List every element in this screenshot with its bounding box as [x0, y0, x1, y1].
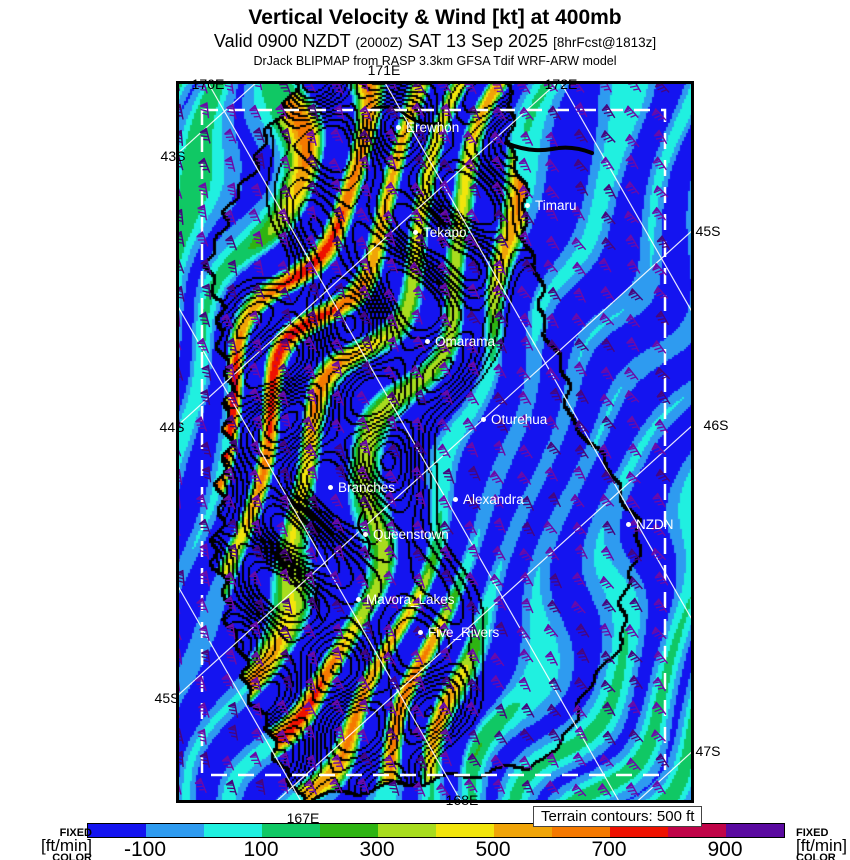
- place-label-oturehua: Oturehua: [481, 412, 547, 427]
- place-label-erewhon: Erewhon: [396, 120, 459, 135]
- colorbar-tick-500: 500: [475, 838, 511, 860]
- place-marker-dot: [425, 339, 430, 344]
- valid-time: Valid 0900 NZDT: [213, 31, 351, 51]
- place-marker-dot: [356, 597, 361, 602]
- color-scale-bar: [87, 823, 785, 838]
- place-label-branches: Branches: [328, 480, 395, 495]
- zulu-time: (2000Z): [355, 35, 403, 50]
- legend-fixed-label: FIXED: [796, 827, 829, 839]
- map-overlay-svg: [176, 81, 694, 803]
- edge-label-43S: 43S: [160, 148, 186, 164]
- place-marker-dot: [525, 203, 530, 208]
- edge-label-170E: 170E: [191, 76, 225, 92]
- place-label-queenstown: Queenstown: [363, 527, 449, 542]
- legend-color-label: COLOR: [52, 852, 92, 860]
- colorbar-segment-10: [668, 824, 726, 837]
- place-marker-dot: [626, 522, 631, 527]
- edge-label-167E: 167E: [286, 810, 320, 826]
- edge-label-47S-right: 47S: [695, 743, 721, 759]
- colorbar-segment-7: [494, 824, 552, 837]
- legend-units-label: [ft/min]: [40, 836, 92, 855]
- place-label-tekapo: Tekapo: [413, 225, 467, 240]
- color-scale-legend-right: FIXED [ft/min] COLOR: [796, 828, 850, 860]
- place-marker-dot: [328, 485, 333, 490]
- place-marker-dot: [481, 417, 486, 422]
- header: Vertical Velocity & Wind [kt] at 400mb V…: [20, 6, 850, 69]
- valid-date: SAT 13 Sep 2025: [407, 31, 549, 51]
- colorbar-segment-1: [146, 824, 204, 837]
- weather-map: [176, 81, 694, 803]
- edge-label-45S-right: 45S: [695, 223, 721, 239]
- place-label-mavora_lakes: Mavora_Lakes: [356, 592, 455, 607]
- edge-label-44S: 44S: [159, 419, 185, 435]
- colorbar-tick-100: 100: [243, 838, 279, 860]
- edge-label-171E: 171E: [367, 62, 401, 78]
- colorbar-segment-4: [320, 824, 378, 837]
- colorbar-segment-2: [204, 824, 262, 837]
- place-label-alexandra: Alexandra: [453, 492, 524, 507]
- place-marker-dot: [413, 230, 418, 235]
- model-line: DrJack BLIPMAP from RASP 3.3km GFSA Tdif…: [253, 54, 617, 68]
- colorbar-tick-700: 700: [591, 838, 627, 860]
- colorbar-segment-3: [262, 824, 320, 837]
- page-title: Vertical Velocity & Wind [kt] at 400mb: [248, 6, 622, 29]
- terrain-contours-note: Terrain contours: 500 ft: [533, 806, 703, 827]
- place-marker-dot: [396, 125, 401, 130]
- edge-label-168E: 168E: [445, 792, 479, 808]
- colorbar-segment-9: [610, 824, 668, 837]
- legend-color-label: COLOR: [796, 852, 836, 860]
- place-marker-dot: [453, 497, 458, 502]
- place-marker-dot: [418, 630, 423, 635]
- edge-label-45S-left: 45S: [154, 690, 180, 706]
- place-label-nzdn: NZDN: [626, 517, 674, 532]
- color-scale-legend-left: FIXED [ft/min] COLOR: [30, 828, 92, 860]
- place-marker-dot: [363, 532, 368, 537]
- legend-fixed-label: FIXED: [59, 827, 92, 839]
- colorbar-tick--100: -100: [123, 838, 167, 860]
- edge-label-46S-right: 46S: [703, 417, 729, 433]
- edge-label-172E: 172E: [544, 76, 578, 92]
- place-label-timaru: Timaru: [525, 198, 577, 213]
- forecast-run: [8hrFcst@1813z]: [553, 35, 657, 50]
- colorbar-tick-300: 300: [359, 838, 395, 860]
- colorbar-segment-0: [88, 824, 146, 837]
- valid-time-line: Valid 0900 NZDT (2000Z) SAT 13 Sep 2025 …: [20, 30, 850, 54]
- colorbar-segment-5: [378, 824, 436, 837]
- colorbar-tick-900: 900: [707, 838, 743, 860]
- colorbar-segment-11: [726, 824, 784, 837]
- place-label-five_rivers: Five_Rivers: [418, 625, 499, 640]
- colorbar-segment-6: [436, 824, 494, 837]
- legend-units-label: [ft/min]: [796, 836, 848, 855]
- colorbar-segment-8: [552, 824, 610, 837]
- place-label-omarama: Omarama: [425, 334, 495, 349]
